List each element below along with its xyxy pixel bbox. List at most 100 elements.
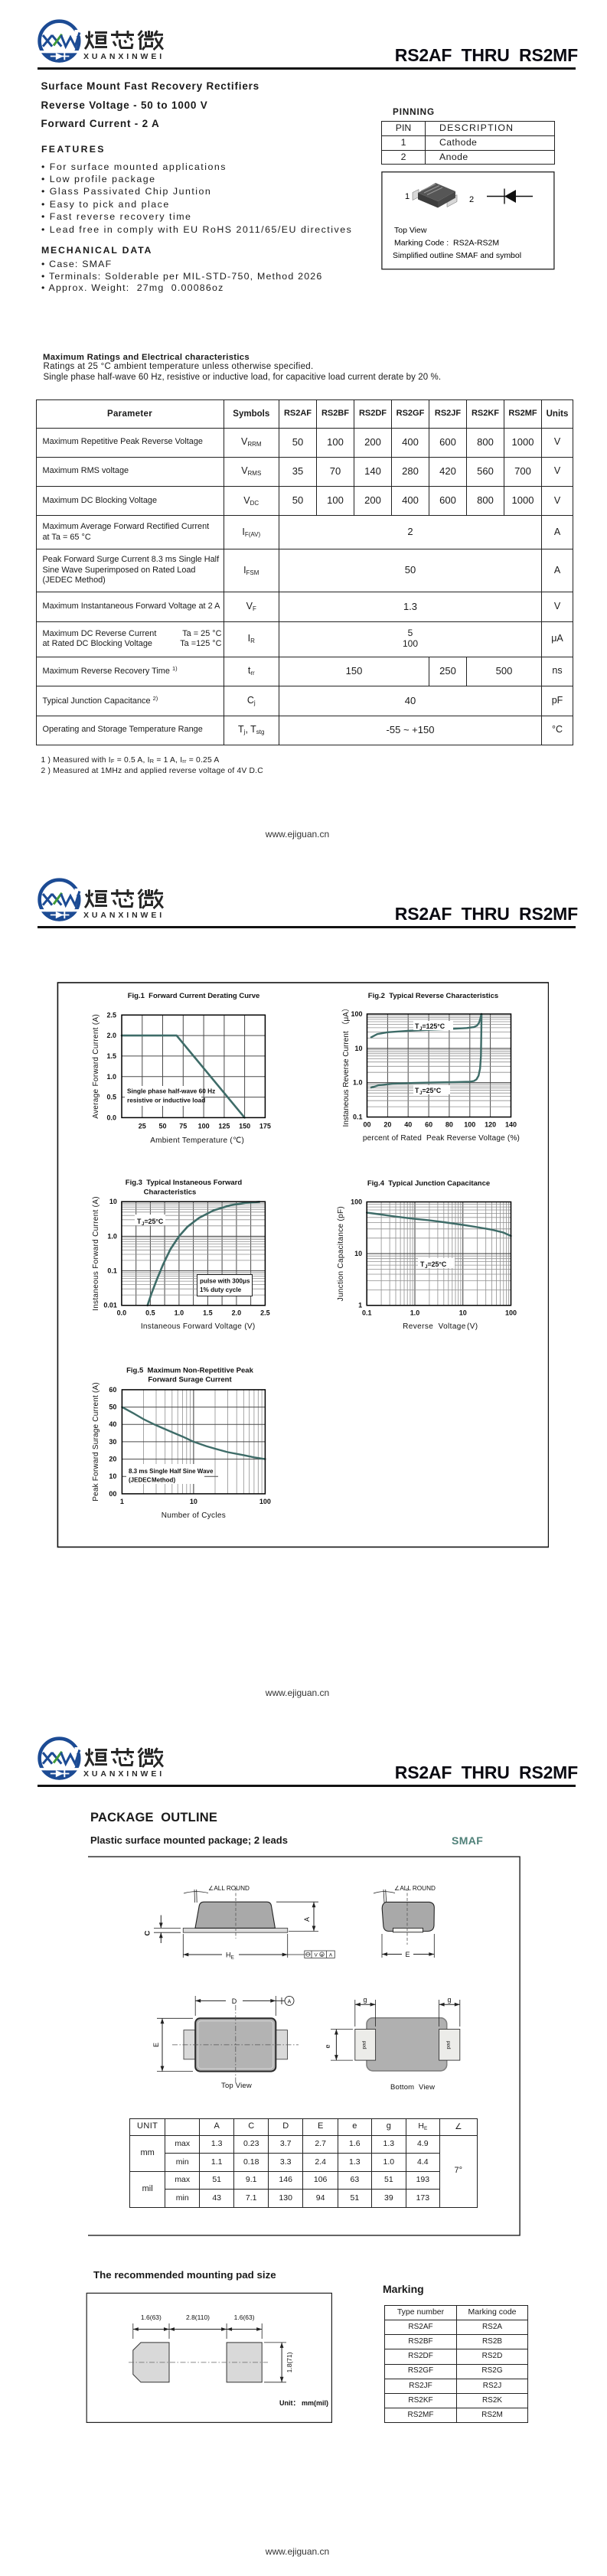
- svg-text:0.5: 0.5: [145, 1309, 155, 1317]
- svg-text:2.5: 2.5: [260, 1309, 270, 1317]
- svg-text:Characteristics: Characteristics: [144, 1189, 197, 1197]
- svg-text:Fig.1 Forward Current Deratin: Fig.1 Forward Current Derating Curve: [128, 992, 260, 1000]
- svg-text:100: 100: [351, 1010, 362, 1018]
- svg-text:125: 125: [218, 1122, 230, 1130]
- svg-text:10: 10: [459, 1309, 467, 1317]
- svg-text:Unit： mm(mil): Unit： mm(mil): [279, 2399, 328, 2407]
- svg-text:e: e: [324, 2044, 331, 2048]
- svg-text:100: 100: [351, 1198, 362, 1206]
- svg-text:E: E: [152, 2043, 160, 2047]
- svg-text:60: 60: [109, 1386, 116, 1394]
- svg-text:175: 175: [259, 1122, 271, 1130]
- svg-text:0.0: 0.0: [106, 1114, 116, 1121]
- svg-text:100: 100: [505, 1309, 517, 1317]
- svg-text:E: E: [405, 1951, 410, 1958]
- svg-text:Bottom View: Bottom View: [390, 2083, 435, 2092]
- svg-text:2.0: 2.0: [106, 1032, 116, 1039]
- svg-text:1: 1: [358, 1302, 362, 1309]
- svg-text:g: g: [447, 1996, 451, 2004]
- svg-text:10: 10: [354, 1045, 362, 1052]
- svg-text:10: 10: [354, 1250, 362, 1257]
- svg-text:Forward Surage Current: Forward Surage Current: [148, 1376, 232, 1384]
- svg-text:1.0: 1.0: [353, 1079, 363, 1087]
- svg-text:pad: pad: [446, 2040, 452, 2049]
- svg-text:0.1: 0.1: [362, 1309, 372, 1317]
- svg-text:2.8(110): 2.8(110): [186, 2314, 210, 2321]
- svg-text:0.0: 0.0: [117, 1309, 127, 1317]
- svg-text:1.0: 1.0: [410, 1309, 420, 1317]
- svg-text:Peak Forward Surage Current (A: Peak Forward Surage Current (A): [92, 1382, 100, 1502]
- svg-text:(JEDEC Method): (JEDEC Method): [129, 1477, 175, 1484]
- svg-text:0.1: 0.1: [107, 1267, 117, 1275]
- svg-text:Fig.2 Typical Reverse Charact: Fig.2 Typical Reverse Characteristics: [368, 992, 498, 1000]
- svg-text:resistive or inductive load: resistive or inductive load: [127, 1097, 205, 1104]
- svg-text:00: 00: [363, 1121, 370, 1129]
- svg-text:pulse with 300μs: pulse with 300μs: [200, 1278, 250, 1285]
- svg-text:1.5: 1.5: [203, 1309, 213, 1317]
- svg-text:0.01: 0.01: [103, 1302, 117, 1309]
- svg-text:A: A: [329, 1953, 333, 1958]
- svg-text:1: 1: [120, 1498, 124, 1505]
- svg-text:10: 10: [109, 1198, 117, 1205]
- svg-text:20: 20: [109, 1456, 116, 1463]
- svg-text:E: E: [231, 1955, 235, 1961]
- svg-text:Instaneous Forward Current (A): Instaneous Forward Current (A): [92, 1196, 100, 1311]
- svg-text:Junction Capacitance (pF): Junction Capacitance (pF): [337, 1206, 345, 1301]
- svg-text:T J=25°C: T J=25°C: [415, 1087, 442, 1096]
- svg-text:Instaneous Reverse Current （μA: Instaneous Reverse Current （μA）: [341, 1004, 351, 1127]
- svg-text:0.1: 0.1: [353, 1114, 363, 1121]
- svg-text:Number of Cycles: Number of Cycles: [162, 1511, 226, 1520]
- svg-text:Fig.3 Typical Instaneous Forw: Fig.3 Typical Instaneous Forward: [126, 1179, 243, 1187]
- svg-text:Fig.5 Maximum Non-Repetitive: Fig.5 Maximum Non-Repetitive Peak: [126, 1367, 253, 1375]
- svg-text:Single phase half-wave 60 Hz: Single phase half-wave 60 Hz: [127, 1087, 215, 1095]
- svg-text:V: V: [315, 1953, 318, 1958]
- svg-text:2: 2: [469, 195, 474, 204]
- svg-text:100: 100: [198, 1122, 210, 1130]
- svg-text:C: C: [144, 1930, 152, 1935]
- svg-text:1.0: 1.0: [107, 1232, 117, 1240]
- svg-text:1.0: 1.0: [175, 1309, 184, 1317]
- svg-text:1.8(71): 1.8(71): [286, 2352, 293, 2372]
- svg-text:Top View: Top View: [221, 2082, 252, 2090]
- svg-text:30: 30: [109, 1438, 116, 1446]
- svg-text:1.6(63): 1.6(63): [234, 2314, 255, 2321]
- svg-text:D: D: [232, 1997, 237, 2005]
- svg-text:1.0: 1.0: [106, 1073, 116, 1081]
- svg-text:100: 100: [464, 1121, 475, 1129]
- svg-text:Instaneous Forward Voltage (V): Instaneous Forward Voltage (V): [141, 1322, 256, 1331]
- svg-text:10: 10: [109, 1472, 116, 1480]
- svg-text:8.3 ms Single Half Sine Wave: 8.3 ms Single Half Sine Wave: [129, 1468, 214, 1475]
- svg-text:g: g: [363, 1996, 367, 2004]
- svg-text:∠ALL ROUND: ∠ALL ROUND: [208, 1885, 250, 1892]
- svg-text:M: M: [321, 1953, 324, 1957]
- svg-text:Average Forward Current (A): Average Forward Current (A): [92, 1014, 100, 1119]
- svg-text:A: A: [303, 1917, 311, 1922]
- svg-text:Top View: Top View: [394, 226, 427, 235]
- svg-text:75: 75: [179, 1122, 187, 1130]
- svg-text:50: 50: [159, 1122, 167, 1130]
- svg-text:00: 00: [109, 1490, 116, 1498]
- svg-text:25: 25: [139, 1122, 146, 1130]
- svg-text:100: 100: [259, 1498, 271, 1505]
- svg-text:Ambient Temperature (℃): Ambient Temperature (℃): [150, 1136, 244, 1145]
- svg-text:20: 20: [383, 1121, 391, 1129]
- svg-text:10: 10: [190, 1498, 197, 1505]
- svg-text:40: 40: [404, 1121, 412, 1129]
- svg-text:Fig.4 Typical Junction Capaci: Fig.4 Typical Junction Capacitance: [367, 1179, 490, 1188]
- svg-text:1% duty cycle: 1% duty cycle: [200, 1286, 242, 1293]
- svg-text:50: 50: [109, 1404, 116, 1411]
- svg-text:∠ALL ROUND: ∠ALL ROUND: [394, 1885, 436, 1892]
- svg-text:1: 1: [405, 192, 410, 201]
- svg-text:120: 120: [485, 1121, 496, 1129]
- svg-text:40: 40: [109, 1420, 116, 1428]
- svg-text:H: H: [226, 1952, 231, 1959]
- svg-text:80: 80: [445, 1121, 453, 1129]
- svg-text:T J=25°C: T J=25°C: [420, 1260, 447, 1270]
- svg-text:150: 150: [239, 1122, 250, 1130]
- svg-text:Simplified outline SMAF and sy: Simplified outline SMAF and symbol: [393, 251, 521, 260]
- svg-text:140: 140: [505, 1121, 517, 1129]
- svg-text:T J=125°C: T J=125°C: [415, 1022, 445, 1032]
- svg-text:Marking Code : RS2A-RS2M: Marking Code : RS2A-RS2M: [394, 239, 499, 248]
- svg-text:1.5: 1.5: [106, 1052, 116, 1060]
- svg-text:60: 60: [425, 1121, 432, 1129]
